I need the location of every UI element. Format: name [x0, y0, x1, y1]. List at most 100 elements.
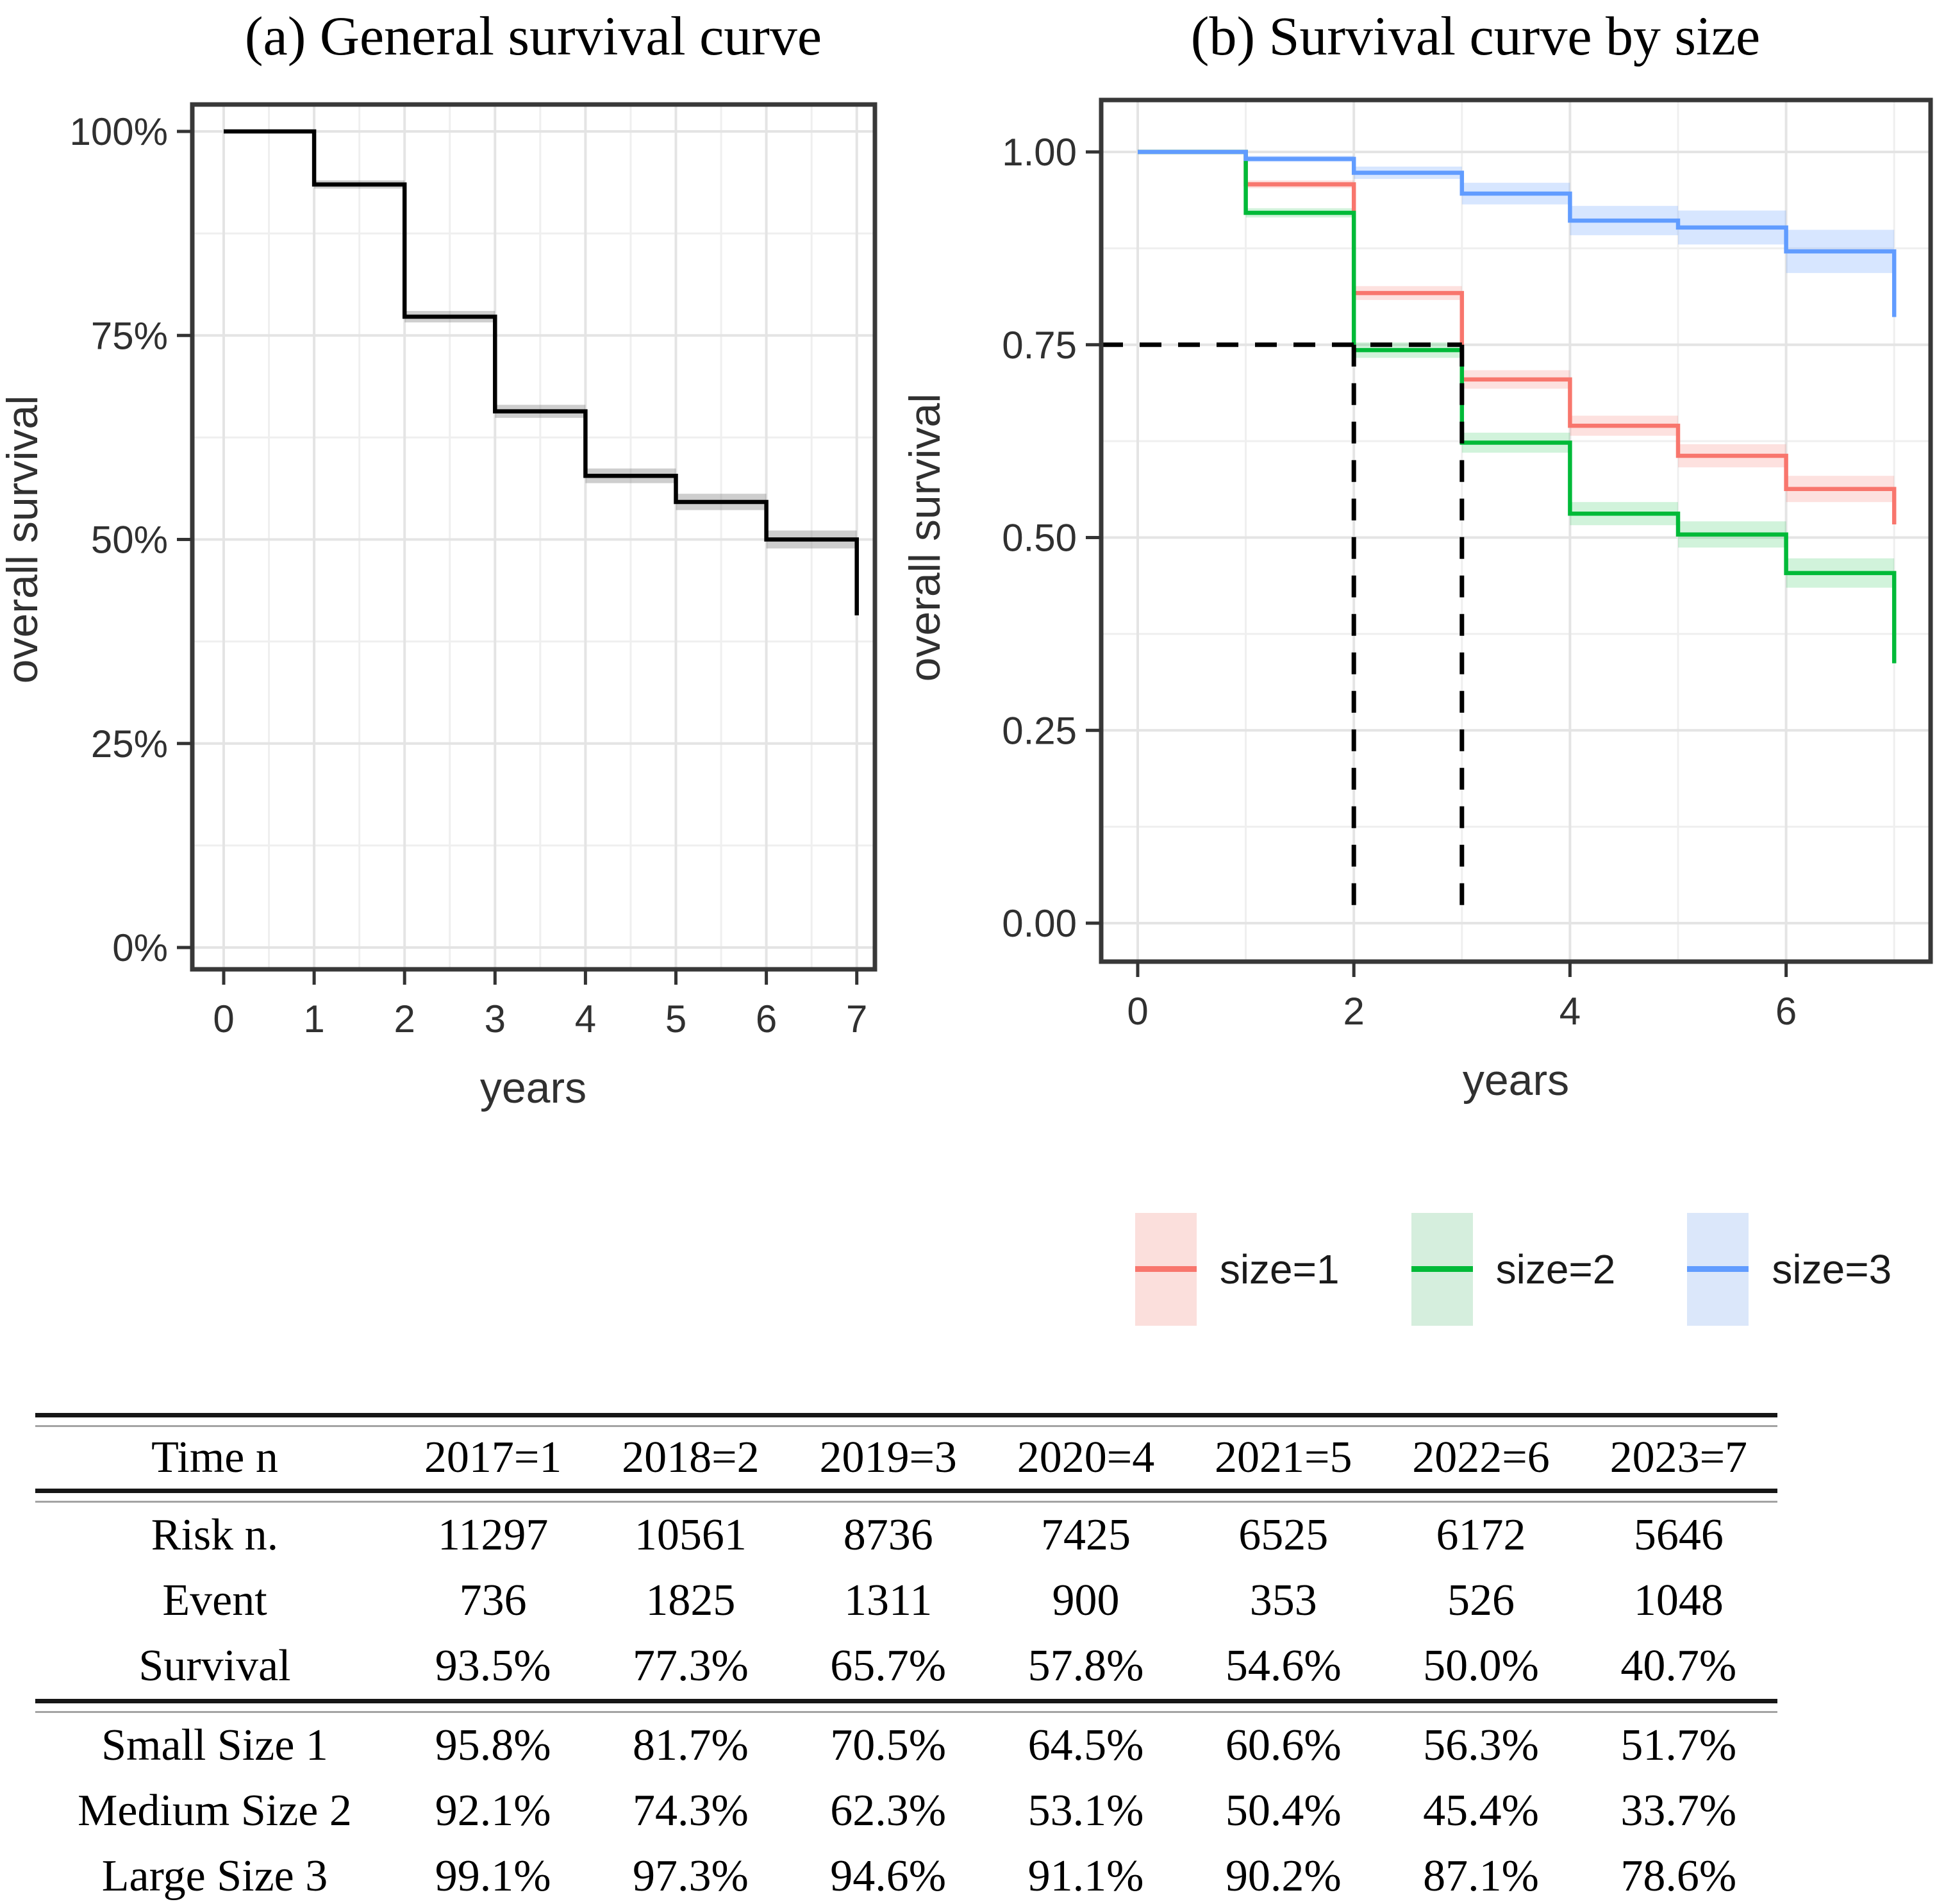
- table-row: Survival 93.5% 77.3% 65.7% 57.8% 54.6% 50.0% 40…: [35, 1633, 1777, 1699]
- table-cell: 53.1%: [1027, 1786, 1144, 1835]
- table-cell: 11297: [437, 1510, 549, 1560]
- table-cell: 1048: [1633, 1576, 1724, 1625]
- table-cell: 87.1%: [1423, 1851, 1539, 1901]
- legend-label: size=2: [1495, 1246, 1616, 1292]
- x-tick-label: 7: [846, 998, 867, 1040]
- table-cell: 81.7%: [633, 1721, 749, 1770]
- x-tick-label: 0: [1127, 990, 1148, 1033]
- table-cell: 95.8%: [435, 1721, 551, 1770]
- table-cell: 8736: [843, 1510, 933, 1560]
- panel-a: 0 1 2 3 4 5 6 7 100% 75% 50% 25% 0% years overall surv…: [0, 102, 877, 1112]
- table-cell: 526: [1447, 1576, 1515, 1625]
- table-cell: 6525: [1238, 1510, 1329, 1560]
- panel-a-axes: 0 1 2 3 4 5 6 7 100% 75% 50% 25% 0% years overall surv…: [0, 110, 867, 1112]
- table-cell: 7425: [1040, 1510, 1131, 1560]
- column-header: 2021=5: [1215, 1433, 1352, 1482]
- table-row: Small Size 1 95.8% 81.7% 70.5% 64.5% 60.6% 56.…: [35, 1713, 1777, 1778]
- row-label: Large Size 3: [101, 1851, 328, 1901]
- row-label: Small Size 1: [101, 1721, 328, 1770]
- x-tick-label: 2: [394, 998, 415, 1040]
- column-header: 2022=6: [1412, 1433, 1550, 1482]
- table-rule: [35, 1699, 1777, 1713]
- panel-a-grid: [192, 104, 875, 969]
- legend-label: size=1: [1219, 1246, 1340, 1292]
- survival-table: Time n 2017=1 2018=2 2019=3 2020=4 2021=5 2022…: [35, 1413, 1777, 1904]
- table-cell: 62.3%: [830, 1786, 947, 1835]
- x-tick-label: 1: [303, 998, 324, 1040]
- table-row: Event 736 1825 1311 900 353 526 1048: [35, 1568, 1777, 1633]
- row-label: Time n: [151, 1433, 278, 1482]
- x-tick-label: 5: [665, 998, 686, 1040]
- x-axis-title: years: [480, 1064, 586, 1112]
- table-cell: 70.5%: [830, 1721, 947, 1770]
- x-tick-label: 4: [1559, 990, 1581, 1033]
- table-cell: 6172: [1436, 1510, 1526, 1560]
- x-tick-label: 0: [213, 998, 234, 1040]
- table-cell: 64.5%: [1027, 1721, 1144, 1770]
- x-tick-label: 6: [1775, 990, 1797, 1033]
- panel-b-axes: 0 2 4 6 1.00 0.75 0.50 0.25 0.00 years overall sur…: [901, 131, 1797, 1105]
- panel-b-reference-lines: [1101, 342, 1465, 914]
- table-cell: 1311: [844, 1576, 933, 1625]
- table-cell: 56.3%: [1423, 1721, 1539, 1770]
- table-cell: 736: [459, 1576, 527, 1625]
- table-cell: 50.4%: [1225, 1786, 1342, 1835]
- legend-key-swatch: [1135, 1213, 1197, 1326]
- y-tick-label: 0.50: [1002, 517, 1077, 560]
- x-tick-label: 2: [1343, 990, 1365, 1033]
- row-label: Medium Size 2: [78, 1786, 352, 1835]
- table-cell: 33.7%: [1620, 1786, 1737, 1835]
- table-cell: 65.7%: [830, 1641, 947, 1691]
- table-cell: 45.4%: [1423, 1786, 1539, 1835]
- column-header: 2017=1: [424, 1433, 562, 1482]
- y-tick-label: 100%: [70, 110, 168, 153]
- panel-b-border: [1099, 97, 1933, 964]
- y-tick-label: 0%: [112, 926, 168, 969]
- panel-b-grid: [1101, 100, 1931, 962]
- column-header: 2020=4: [1017, 1433, 1155, 1482]
- survival-curve-size=1: [1138, 149, 1897, 525]
- y-tick-label: 0.25: [1002, 709, 1077, 752]
- survival-curve-overall: [224, 129, 859, 615]
- table-row: Large Size 3 99.1% 97.3% 94.6% 91.1% 90.2% 87.…: [35, 1844, 1777, 1904]
- table-cell: 40.7%: [1620, 1641, 1737, 1691]
- table-rule: [35, 1413, 1777, 1427]
- table-cell: 900: [1052, 1576, 1120, 1625]
- row-label: Event: [162, 1576, 267, 1625]
- panel-a-title: (a) General survival curve: [244, 5, 822, 67]
- legend-item-size-3: size=3: [1687, 1213, 1891, 1326]
- table-cell: 78.6%: [1620, 1851, 1737, 1901]
- table-cell: 74.3%: [633, 1786, 749, 1835]
- y-tick-label: 0.75: [1002, 324, 1077, 367]
- table-cell: 93.5%: [435, 1641, 551, 1691]
- legend-key-swatch: [1411, 1213, 1473, 1326]
- y-tick-label: 25%: [91, 722, 168, 765]
- x-tick-label: 3: [485, 998, 506, 1040]
- y-axis-title: overall survival: [901, 394, 949, 682]
- table-cell: 51.7%: [1620, 1721, 1737, 1770]
- y-tick-label: 75%: [91, 314, 168, 357]
- table-cell: 90.2%: [1225, 1851, 1342, 1901]
- survival-curve-size=3: [1138, 149, 1897, 317]
- table-cell: 77.3%: [633, 1641, 749, 1691]
- table-cell: 91.1%: [1027, 1851, 1144, 1901]
- table-cell: 1825: [645, 1576, 736, 1625]
- table-row: Medium Size 2 92.1% 74.3% 62.3% 53.1% 50.4% 45…: [35, 1778, 1777, 1844]
- curve-line-swatch: [1411, 1266, 1473, 1272]
- x-tick-label: 6: [756, 998, 777, 1040]
- size-legend: size=1 size=2 size=3: [1090, 1205, 1937, 1333]
- table-header-row: Time n 2017=1 2018=2 2019=3 2020=4 2021=5 2022…: [35, 1427, 1777, 1489]
- table-cell: 5646: [1633, 1510, 1724, 1560]
- table-row: Risk n. 11297 10561 8736 7425 6525 6172 5646: [35, 1503, 1777, 1568]
- row-label: Risk n.: [151, 1510, 279, 1560]
- x-tick-label: 4: [575, 998, 596, 1040]
- panel-b: 0 2 4 6 1.00 0.75 0.50 0.25 0.00 years overall sur…: [901, 97, 1933, 1105]
- panel-a-border: [190, 102, 877, 972]
- table-rule: [35, 1489, 1777, 1503]
- table-cell: 92.1%: [435, 1786, 551, 1835]
- table-cell: 99.1%: [435, 1851, 551, 1901]
- column-header: 2018=2: [622, 1433, 760, 1482]
- table-cell: 50.0%: [1423, 1641, 1539, 1691]
- y-tick-label: 50%: [91, 519, 168, 562]
